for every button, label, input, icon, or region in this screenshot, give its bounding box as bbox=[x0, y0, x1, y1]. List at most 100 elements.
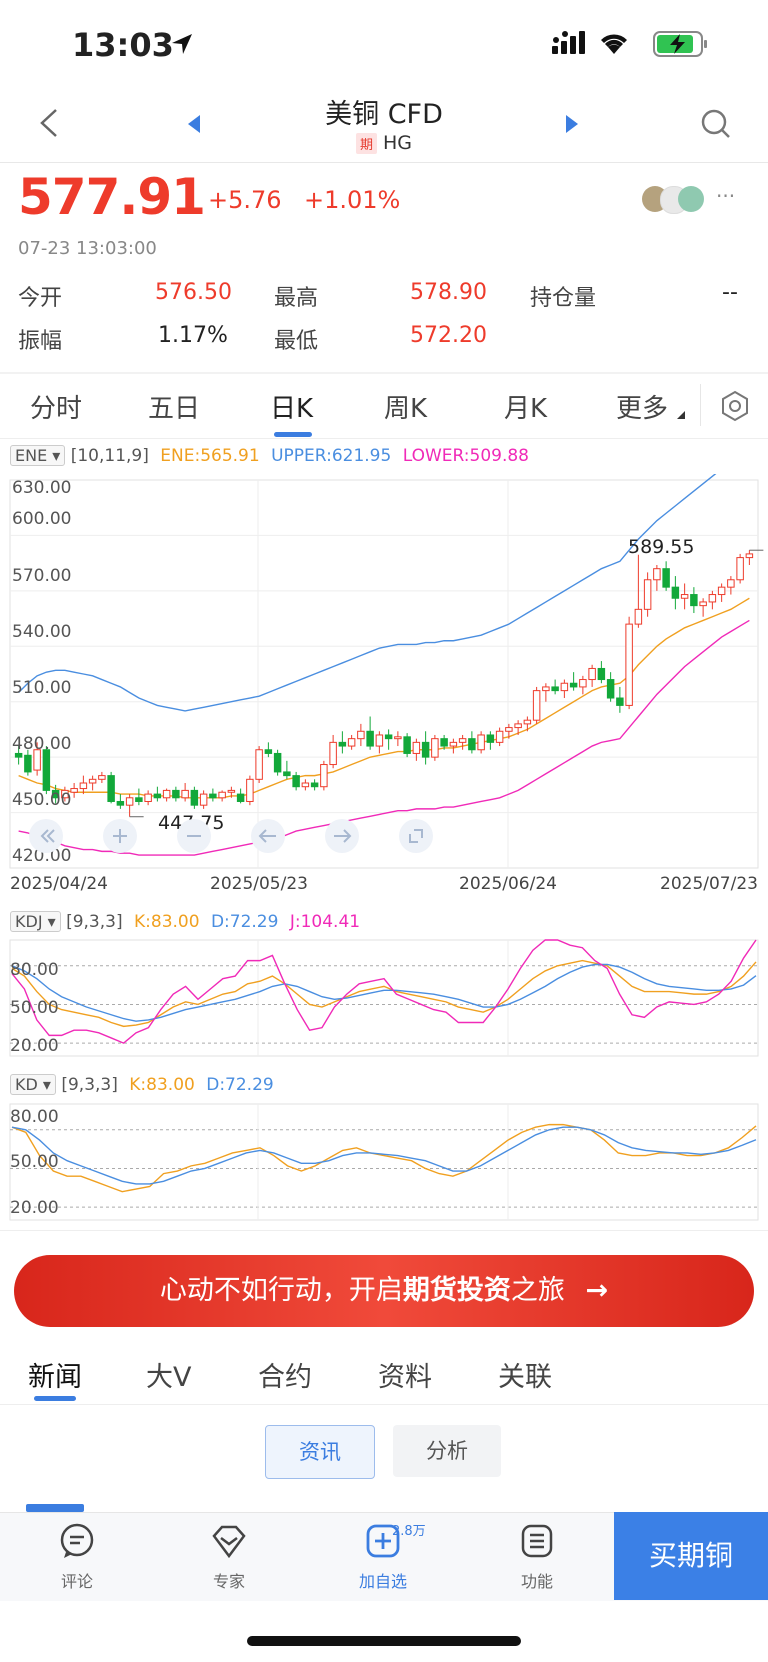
divider bbox=[0, 372, 768, 374]
kdj-select[interactable]: KDJ ▾ bbox=[10, 911, 61, 932]
candle-body bbox=[560, 682, 569, 692]
candle bbox=[560, 679, 569, 699]
tab-daily-k[interactable]: 日K bbox=[270, 394, 314, 424]
candle bbox=[153, 786, 162, 802]
contract-code: 期 HG bbox=[0, 132, 768, 154]
candle-body bbox=[347, 738, 356, 747]
comment-label: 评论 bbox=[60, 1572, 93, 1591]
candle bbox=[699, 598, 707, 617]
candle-body bbox=[708, 594, 717, 603]
comment-button[interactable]: 评论 bbox=[32, 1522, 122, 1592]
battery-charging-icon bbox=[653, 31, 707, 57]
candle bbox=[61, 786, 69, 802]
candle bbox=[597, 661, 606, 684]
tab-monthly-k[interactable]: 月K bbox=[504, 394, 548, 424]
candle-body bbox=[495, 730, 504, 743]
candle-body bbox=[514, 723, 522, 729]
panel-frame bbox=[9, 939, 759, 1057]
news-tab-indicator bbox=[34, 1396, 76, 1401]
scroll-right-icon[interactable] bbox=[324, 818, 360, 854]
kdj-y-tick: 20.00 bbox=[10, 1036, 59, 1056]
kdj-name: KDJ bbox=[15, 912, 43, 931]
candle bbox=[394, 731, 402, 747]
candle bbox=[616, 686, 624, 713]
candle bbox=[403, 733, 411, 758]
kd-header: KD ▾ [9,3,3] K:83.00 D:72.29 bbox=[10, 1074, 274, 1095]
candle bbox=[745, 550, 754, 565]
candle bbox=[384, 729, 393, 750]
comment-icon bbox=[60, 1523, 94, 1558]
pill-news[interactable]: 资讯 bbox=[265, 1425, 375, 1479]
settings-hexagon-icon[interactable] bbox=[720, 390, 750, 422]
kd-d-value: D:72.29 bbox=[206, 1075, 274, 1095]
series-k-line bbox=[11, 1123, 757, 1193]
candle-body bbox=[70, 788, 78, 793]
kdj-chart[interactable] bbox=[0, 938, 768, 1060]
candle-body bbox=[412, 741, 421, 754]
candle bbox=[218, 790, 226, 802]
pill-analysis[interactable]: 分析 bbox=[393, 1425, 501, 1477]
promo-banner[interactable]: 心动不如行动，开启期货投资之旅 → bbox=[14, 1255, 754, 1327]
next-contract-icon[interactable] bbox=[564, 114, 580, 134]
candle bbox=[486, 731, 495, 750]
candle bbox=[551, 679, 559, 695]
tab-intraday[interactable]: 分时 bbox=[30, 394, 83, 424]
tab-big-v[interactable]: 大V bbox=[146, 1362, 192, 1393]
kd-chart[interactable] bbox=[0, 1102, 768, 1224]
candlestick-chart[interactable] bbox=[0, 474, 768, 914]
tab-profile[interactable]: 资料 bbox=[378, 1362, 432, 1393]
tab-more[interactable]: 更多 bbox=[616, 394, 669, 424]
candle-body bbox=[671, 586, 680, 599]
zoom-in-icon[interactable] bbox=[102, 818, 138, 854]
candle bbox=[366, 716, 374, 750]
buy-copper-button[interactable]: 买期铜 bbox=[614, 1512, 768, 1600]
search-icon[interactable] bbox=[700, 108, 732, 140]
kd-select[interactable]: KD ▾ bbox=[10, 1074, 56, 1095]
indicator-select[interactable]: ENE ▾ bbox=[10, 445, 66, 466]
candle bbox=[236, 788, 245, 804]
candle bbox=[542, 683, 550, 702]
scroll-to-start-icon[interactable] bbox=[28, 818, 64, 854]
tab-contract[interactable]: 合约 bbox=[258, 1362, 312, 1393]
kd-y-tick: 20.00 bbox=[10, 1198, 59, 1218]
x-tick: 2025/07/23 bbox=[660, 874, 758, 894]
back-icon[interactable] bbox=[38, 108, 60, 138]
indicator-params: [10,11,9] bbox=[70, 446, 149, 466]
zoom-out-icon[interactable] bbox=[176, 818, 212, 854]
candle-body bbox=[375, 734, 384, 747]
tab-news[interactable]: 新闻 bbox=[28, 1362, 82, 1393]
candle bbox=[255, 746, 263, 784]
expert-button[interactable]: 专家 bbox=[184, 1522, 274, 1592]
candle bbox=[162, 788, 171, 802]
candle bbox=[24, 749, 32, 776]
fullscreen-icon[interactable] bbox=[398, 818, 434, 854]
candle-body bbox=[431, 738, 439, 758]
add-watchlist-button[interactable]: 加自选 bbox=[338, 1522, 428, 1592]
functions-button[interactable]: 功能 bbox=[492, 1522, 582, 1592]
candle-body bbox=[357, 730, 365, 740]
avatar-group[interactable] bbox=[642, 184, 712, 214]
divider bbox=[0, 438, 768, 439]
prev-contract-icon[interactable] bbox=[186, 114, 202, 134]
news-item-thumbnail[interactable] bbox=[26, 1504, 84, 1512]
candle-body bbox=[153, 793, 162, 799]
kd-name: KD bbox=[15, 1075, 38, 1094]
tab-related[interactable]: 关联 bbox=[498, 1362, 552, 1393]
candle bbox=[431, 734, 439, 761]
arrow-right-icon: → bbox=[585, 1275, 609, 1306]
candle-body bbox=[384, 734, 393, 740]
candle-body bbox=[421, 741, 430, 758]
tab-weekly-k[interactable]: 周K bbox=[384, 394, 428, 424]
candle bbox=[135, 788, 143, 806]
candle bbox=[606, 672, 615, 702]
candle bbox=[357, 723, 365, 747]
candle bbox=[116, 794, 125, 809]
candle-body bbox=[366, 730, 374, 747]
scroll-left-icon[interactable] bbox=[250, 818, 286, 854]
candle-body bbox=[107, 775, 115, 802]
candle bbox=[14, 746, 23, 765]
tab-five-day[interactable]: 五日 bbox=[148, 394, 201, 424]
candle bbox=[468, 731, 476, 754]
more-icon[interactable]: ··· bbox=[716, 184, 736, 208]
candle bbox=[227, 786, 236, 798]
